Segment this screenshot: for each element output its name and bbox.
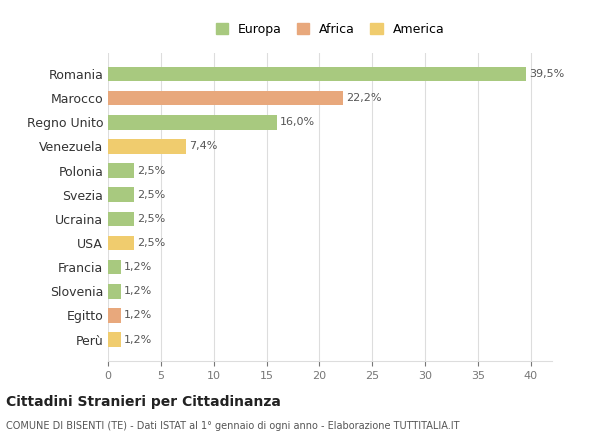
Bar [108,115,277,129]
Text: 22,2%: 22,2% [346,93,382,103]
Text: Cittadini Stranieri per Cittadinanza: Cittadini Stranieri per Cittadinanza [6,395,281,409]
Bar [108,91,343,106]
Text: 7,4%: 7,4% [190,141,218,151]
Bar [108,187,134,202]
Bar [108,284,121,298]
Text: 2,5%: 2,5% [137,238,166,248]
Text: 2,5%: 2,5% [137,165,166,176]
Bar [108,163,134,178]
Bar [108,332,121,347]
Text: 1,2%: 1,2% [124,286,152,296]
Text: 16,0%: 16,0% [280,117,316,127]
Text: COMUNE DI BISENTI (TE) - Dati ISTAT al 1° gennaio di ogni anno - Elaborazione TU: COMUNE DI BISENTI (TE) - Dati ISTAT al 1… [6,421,460,431]
Bar [108,236,134,250]
Text: 2,5%: 2,5% [137,214,166,224]
Bar [108,212,134,226]
Bar [108,308,121,323]
Bar [108,139,186,154]
Text: 1,2%: 1,2% [124,311,152,320]
Bar [108,260,121,275]
Text: 39,5%: 39,5% [529,69,564,79]
Text: 1,2%: 1,2% [124,262,152,272]
Bar [108,67,526,81]
Text: 2,5%: 2,5% [137,190,166,200]
Text: 1,2%: 1,2% [124,334,152,345]
Legend: Europa, Africa, America: Europa, Africa, America [212,19,448,40]
